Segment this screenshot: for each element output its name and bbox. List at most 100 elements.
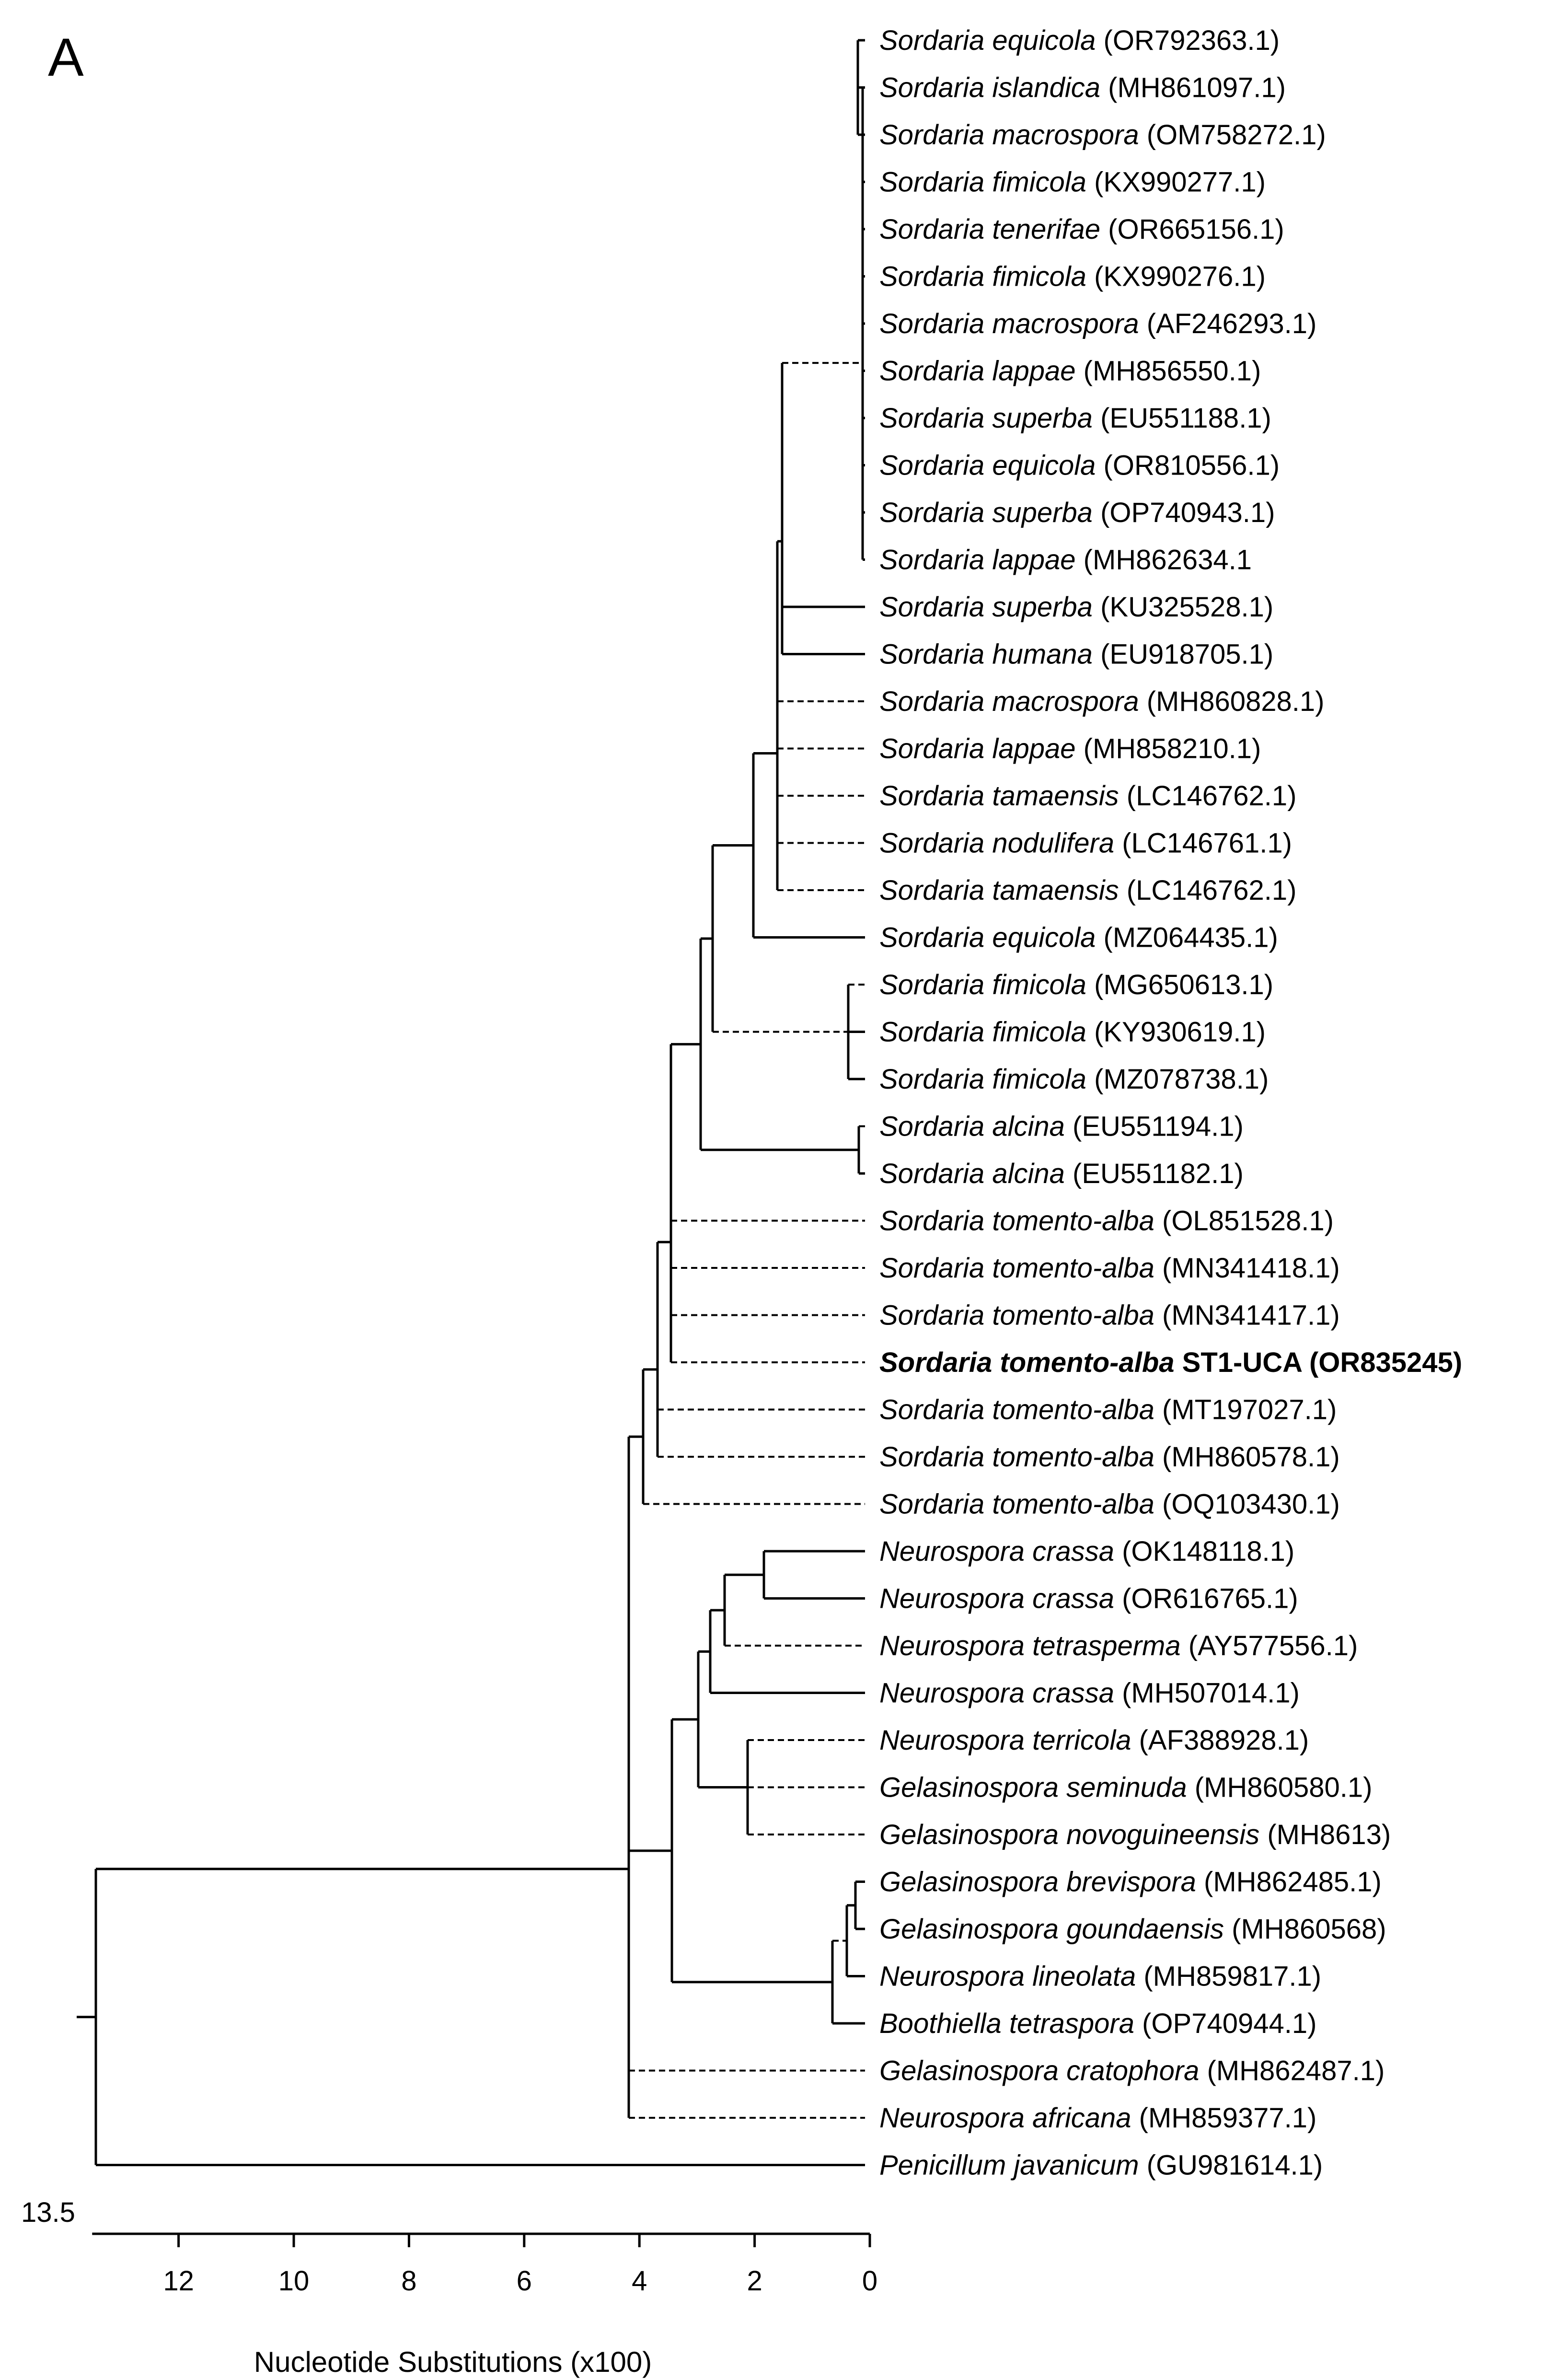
- tip-label-24: Sordaria alcina (EU551182.1): [879, 1158, 1244, 1189]
- tip-accession: (LC146762.1): [1119, 780, 1297, 812]
- tip-accession: (MH507014.1): [1114, 1678, 1300, 1709]
- x-tick-label: 4: [632, 2265, 647, 2297]
- tip-taxon-name: Sordaria tamaensis: [879, 875, 1119, 906]
- x-tick-label: 12: [163, 2265, 194, 2297]
- tip-accession: (MH858210.1): [1076, 733, 1261, 765]
- tip-taxon-name: Sordaria tenerifae: [879, 214, 1100, 245]
- tip-accession: (MN341418.1): [1154, 1253, 1340, 1284]
- tip-label-40: Gelasinospora goundaensis (MH860568): [879, 1914, 1386, 1945]
- tip-label-41: Neurospora lineolata (MH859817.1): [879, 1961, 1321, 1992]
- x-tick-label: 6: [517, 2265, 532, 2297]
- tip-taxon-name: Sordaria tomento-alba: [879, 1489, 1154, 1520]
- tip-accession: (OM758272.1): [1139, 119, 1326, 151]
- tip-label-19: Sordaria equicola (MZ064435.1): [879, 922, 1278, 953]
- tip-label-15: Sordaria lappae (MH858210.1): [879, 733, 1261, 765]
- tip-accession: (MT197027.1): [1154, 1394, 1337, 1426]
- tip-accession: (AF388928.1): [1131, 1725, 1309, 1756]
- x-tick-label: 10: [278, 2265, 310, 2297]
- tip-taxon-name: Gelasinospora seminuda: [879, 1772, 1187, 1803]
- tip-accession: (OR616765.1): [1114, 1583, 1298, 1614]
- tip-taxon-name: Sordaria tomento-alba: [879, 1300, 1154, 1331]
- tip-label-14: Sordaria macrospora (MH860828.1): [879, 686, 1324, 717]
- tip-taxon-name: Sordaria lappae: [879, 733, 1076, 765]
- tip-label-4: Sordaria tenerifae (OR665156.1): [879, 214, 1284, 245]
- tip-taxon-name: Neurospora tetrasperma: [879, 1630, 1181, 1661]
- tip-taxon-name: Neurospora crassa: [879, 1678, 1114, 1709]
- tip-accession: (MH860568): [1224, 1914, 1386, 1945]
- tip-taxon-name: Sordaria islandica: [879, 72, 1100, 104]
- tip-taxon-name: Sordaria fimicola: [879, 1064, 1086, 1095]
- tip-accession: (OR810556.1): [1096, 450, 1280, 481]
- tip-taxon-name: Sordaria tomento-alba: [879, 1253, 1154, 1284]
- tip-accession: (KX990276.1): [1086, 261, 1266, 292]
- tip-taxon-name: Sordaria lappae: [879, 356, 1076, 387]
- tip-taxon-name: Neurospora africana: [879, 2102, 1131, 2134]
- tip-accession: (MH862487.1): [1199, 2055, 1385, 2087]
- tip-accession: (EU551188.1): [1093, 403, 1271, 434]
- tip-taxon-name: Sordaria equicola: [879, 25, 1096, 56]
- tip-label-22: Sordaria fimicola (MZ078738.1): [879, 1064, 1269, 1095]
- tip-taxon-name: Sordaria superba: [879, 592, 1093, 623]
- tip-accession: (EU551182.1): [1065, 1158, 1244, 1189]
- tip-taxon-name: Sordaria fimicola: [879, 1017, 1086, 1048]
- x-tick-label: 0: [862, 2265, 877, 2297]
- tip-label-45: Penicillum javanicum (GU981614.1): [879, 2150, 1323, 2181]
- tip-taxon-name: Sordaria nodulifera: [879, 828, 1114, 859]
- tip-label-39: Gelasinospora brevispora (MH862485.1): [879, 1867, 1382, 1898]
- tip-taxon-name: Gelasinospora brevispora: [879, 1867, 1196, 1898]
- tip-taxon-name: Gelasinospora cratophora: [879, 2055, 1199, 2087]
- tip-taxon-name: Sordaria tomento-alba: [879, 1347, 1175, 1378]
- tip-label-12: Sordaria superba (KU325528.1): [879, 592, 1273, 623]
- tip-label-7: Sordaria lappae (MH856550.1): [879, 356, 1261, 387]
- tip-label-31: Sordaria tomento-alba (OQ103430.1): [879, 1489, 1340, 1520]
- tip-label-32: Neurospora crassa (OK148118.1): [879, 1536, 1294, 1567]
- tip-taxon-name: Sordaria humana: [879, 639, 1093, 670]
- x-tick-label: 8: [401, 2265, 416, 2297]
- tip-label-26: Sordaria tomento-alba (MN341418.1): [879, 1253, 1340, 1284]
- tip-taxon-name: Sordaria equicola: [879, 922, 1096, 953]
- tip-accession: (MH862634.1: [1076, 545, 1252, 576]
- tip-accession: (MZ078738.1): [1086, 1064, 1269, 1095]
- tip-label-28: Sordaria tomento-alba ST1-UCA (OR835245): [879, 1347, 1462, 1378]
- tip-accession: (KX990277.1): [1086, 167, 1266, 198]
- tip-label-34: Neurospora tetrasperma (AY577556.1): [879, 1630, 1358, 1661]
- tip-taxon-name: Sordaria macrospora: [879, 686, 1139, 717]
- tip-taxon-name: Sordaria superba: [879, 403, 1093, 434]
- tip-accession: (AY577556.1): [1181, 1630, 1358, 1661]
- tip-label-37: Gelasinospora seminuda (MH860580.1): [879, 1772, 1372, 1803]
- tip-taxon-name: Gelasinospora novoguineensis: [879, 1819, 1259, 1850]
- tip-taxon-name: Sordaria fimicola: [879, 261, 1086, 292]
- tip-taxon-name: Neurospora terricola: [879, 1725, 1131, 1756]
- tip-label-33: Neurospora crassa (OR616765.1): [879, 1583, 1298, 1614]
- tip-accession: (MZ064435.1): [1096, 922, 1278, 953]
- tip-taxon-name: Sordaria fimicola: [879, 969, 1086, 1000]
- tip-accession: (MH8613): [1259, 1819, 1391, 1850]
- tip-taxon-name: Sordaria alcina: [879, 1158, 1065, 1189]
- tip-accession: (LC146761.1): [1114, 828, 1292, 859]
- tip-taxon-name: Sordaria superba: [879, 497, 1093, 528]
- tip-accession: (OR665156.1): [1100, 214, 1284, 245]
- tip-label-3: Sordaria fimicola (KX990277.1): [879, 167, 1266, 198]
- tip-taxon-name: Sordaria tamaensis: [879, 780, 1119, 812]
- tip-label-30: Sordaria tomento-alba (MH860578.1): [879, 1441, 1340, 1473]
- tip-label-43: Gelasinospora cratophora (MH862487.1): [879, 2055, 1385, 2087]
- tree-branches: [77, 39, 865, 2166]
- tip-label-44: Neurospora africana (MH859377.1): [879, 2102, 1316, 2134]
- tip-label-38: Gelasinospora novoguineensis (MH8613): [879, 1819, 1391, 1850]
- tip-taxon-name: Sordaria tomento-alba: [879, 1394, 1154, 1426]
- tip-taxon-name: Neurospora crassa: [879, 1583, 1114, 1614]
- tip-label-18: Sordaria tamaensis (LC146762.1): [879, 875, 1297, 906]
- tip-accession: (OL851528.1): [1154, 1206, 1334, 1237]
- panel-label: A: [48, 27, 84, 87]
- tip-taxon-name: Sordaria tomento-alba: [879, 1441, 1154, 1473]
- tip-accession: (MH860828.1): [1139, 686, 1325, 717]
- tip-accession: (MH860578.1): [1154, 1441, 1340, 1473]
- tip-taxon-name: Sordaria alcina: [879, 1111, 1065, 1142]
- tip-accession: (MH860580.1): [1187, 1772, 1373, 1803]
- tip-accession: (MG650613.1): [1086, 969, 1273, 1000]
- tip-taxon-name: Gelasinospora goundaensis: [879, 1914, 1224, 1945]
- tip-label-36: Neurospora terricola (AF388928.1): [879, 1725, 1309, 1756]
- tip-accession: (OQ103430.1): [1154, 1489, 1340, 1520]
- tip-label-27: Sordaria tomento-alba (MN341417.1): [879, 1300, 1340, 1331]
